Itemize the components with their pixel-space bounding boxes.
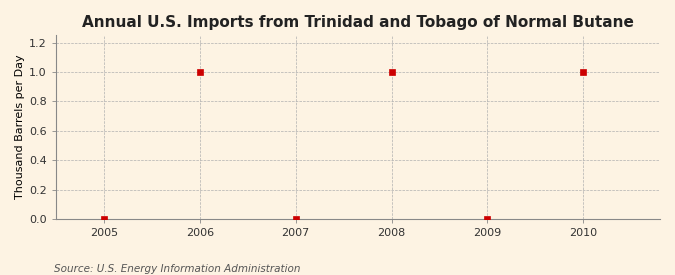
Title: Annual U.S. Imports from Trinidad and Tobago of Normal Butane: Annual U.S. Imports from Trinidad and To…: [82, 15, 634, 30]
Y-axis label: Thousand Barrels per Day: Thousand Barrels per Day: [15, 55, 25, 199]
Text: Source: U.S. Energy Information Administration: Source: U.S. Energy Information Administ…: [54, 264, 300, 274]
